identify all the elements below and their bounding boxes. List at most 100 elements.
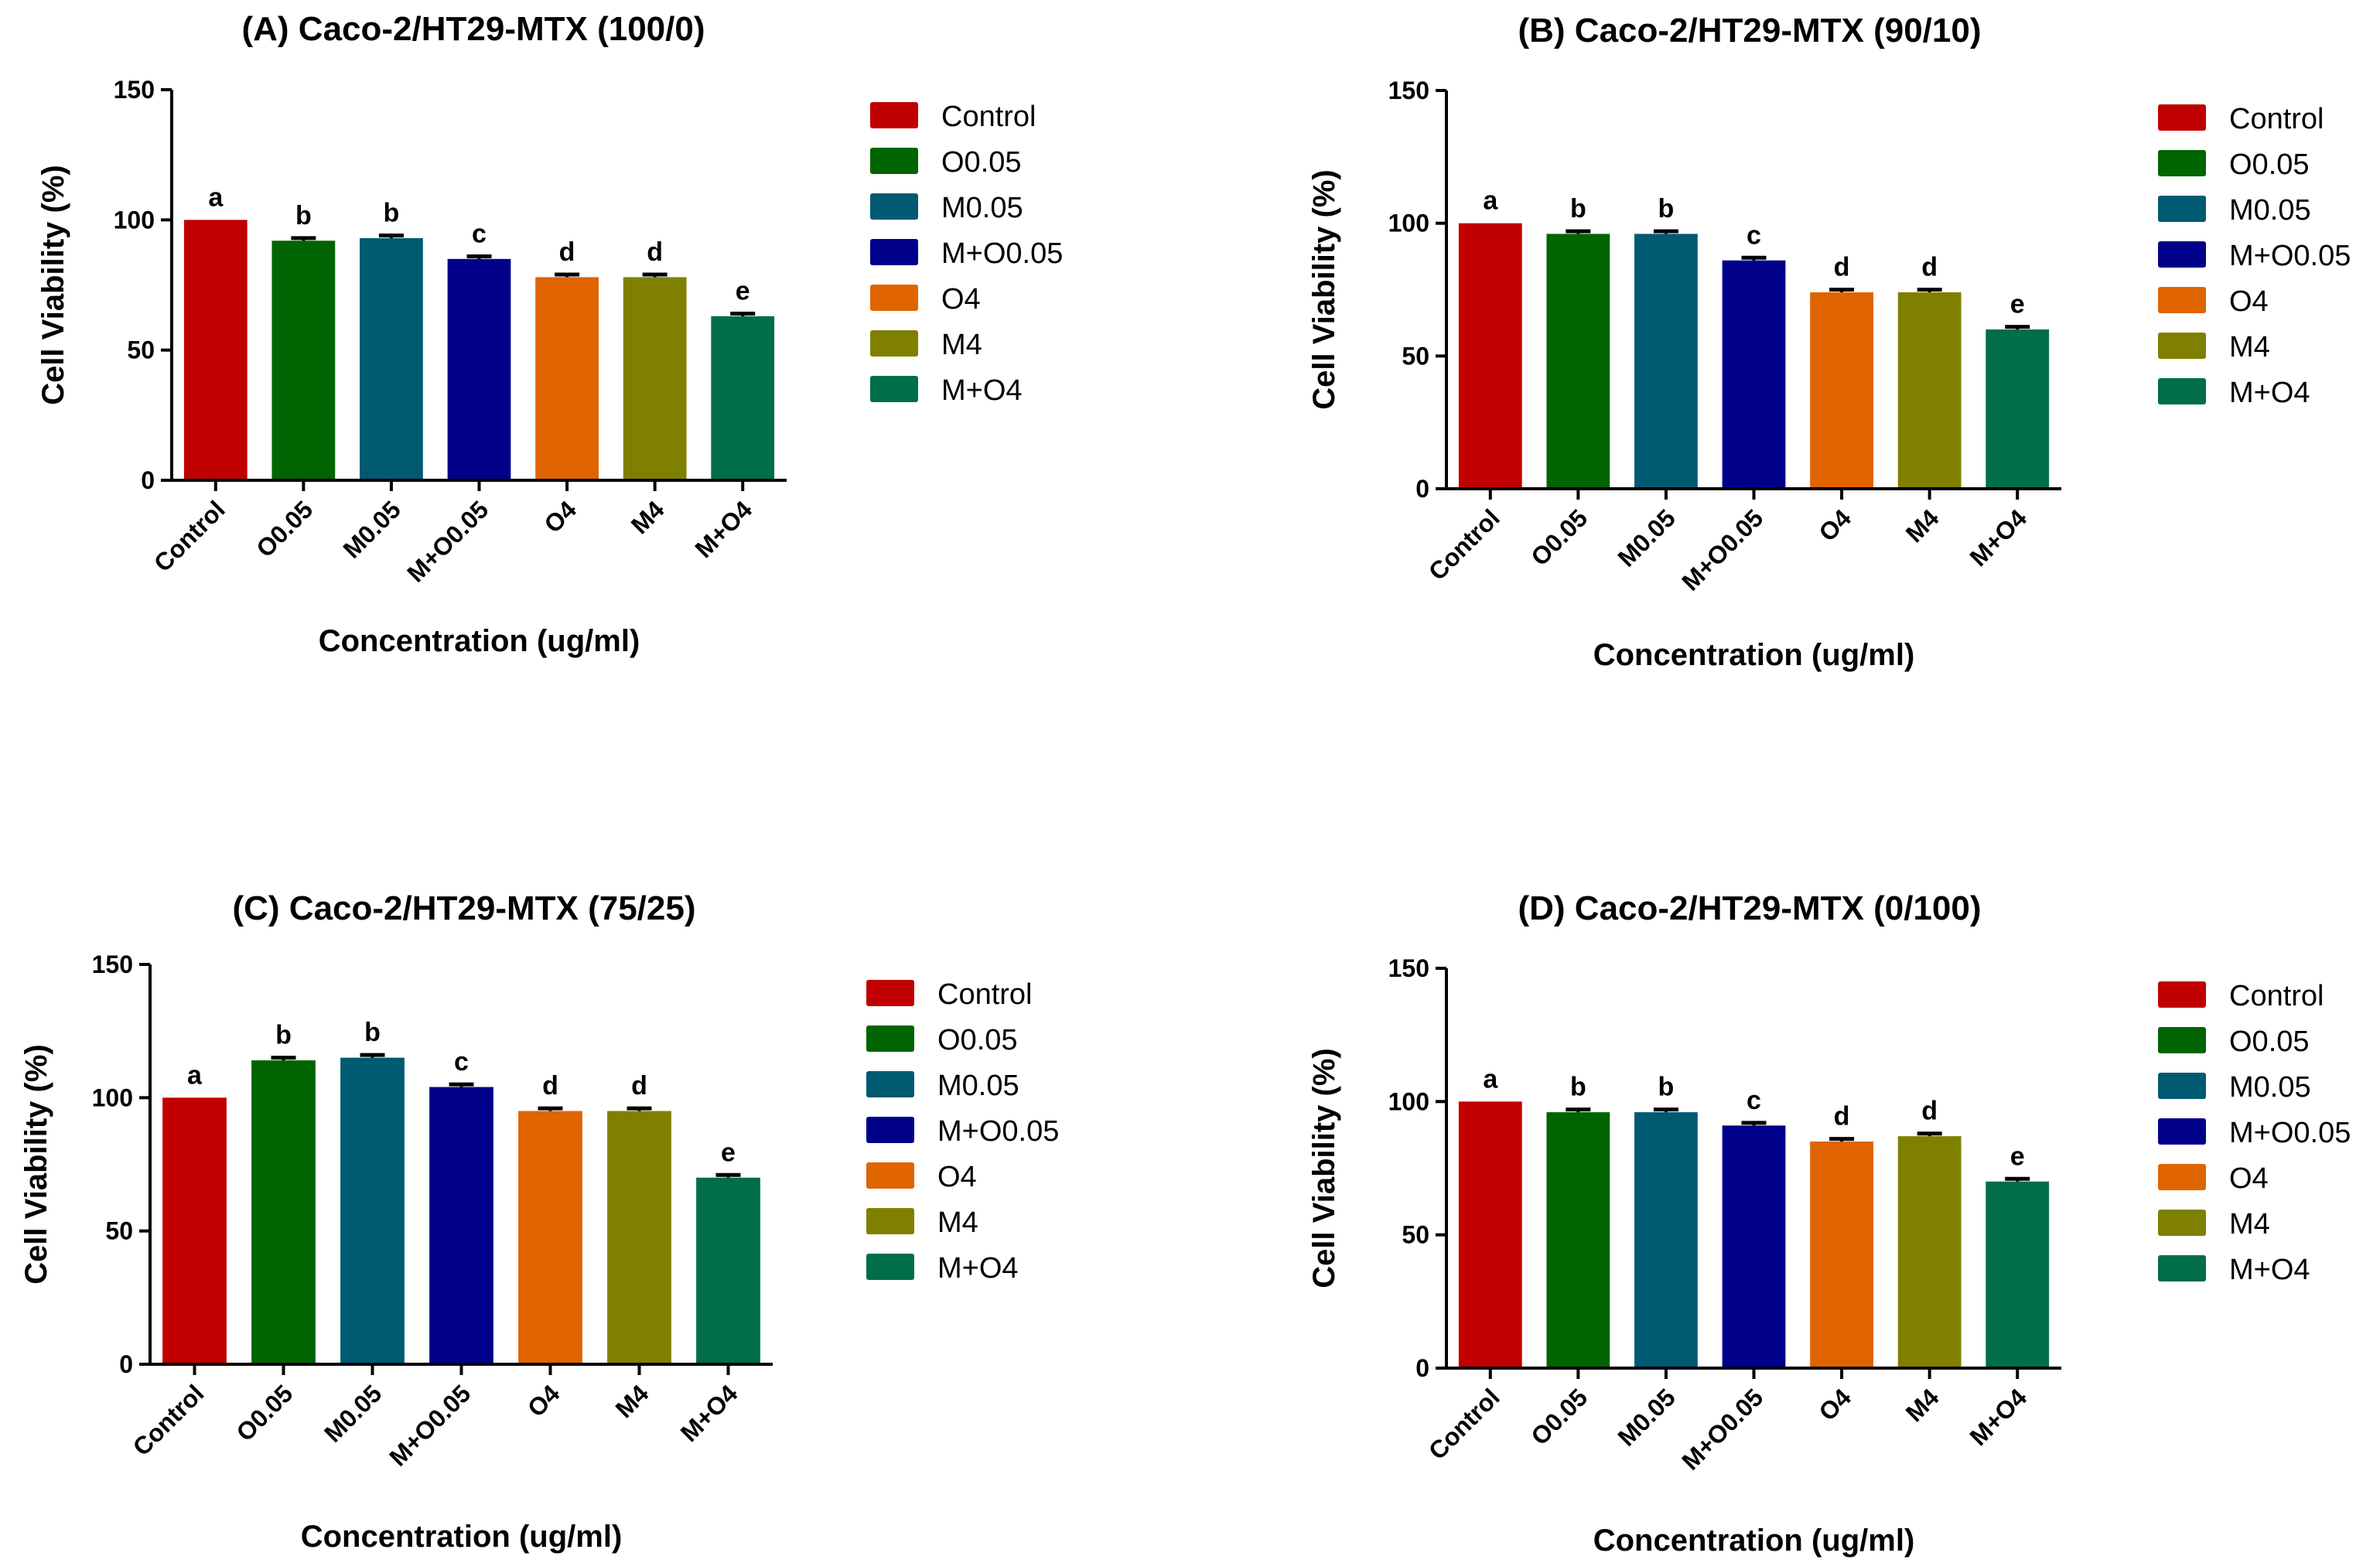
bar-control — [1458, 223, 1522, 489]
legend-swatch-m-o0-05 — [2158, 241, 2206, 268]
significance-label: d — [647, 237, 663, 267]
bar-m-o4 — [711, 316, 775, 480]
significance-label: d — [559, 237, 575, 267]
x-tick-label: O4 — [538, 495, 582, 538]
legend-label: O4 — [941, 283, 981, 316]
x-tick-label: O0.05 — [230, 1379, 298, 1446]
y-tick-label: 150 — [1388, 954, 1429, 982]
significance-label: d — [631, 1071, 647, 1101]
legend-swatch-o0-05 — [870, 148, 918, 174]
chart-panel-c: (C) Caco-2/HT29-MTX (75/25) a Control b O0.0… — [19, 889, 1059, 1554]
significance-label: b — [1658, 194, 1675, 224]
bar-control — [1458, 1101, 1522, 1368]
legend-label: M0.05 — [2229, 1071, 2311, 1104]
bar-m-o0-05 — [1722, 1125, 1786, 1368]
legend-label: M4 — [941, 329, 982, 361]
significance-label: c — [472, 219, 487, 248]
bar-o0-05 — [251, 1060, 316, 1364]
x-tick-label: Control — [128, 1379, 210, 1461]
significance-label: b — [295, 201, 312, 230]
x-tick-label: M+O0.05 — [1676, 503, 1768, 596]
y-tick-label: 100 — [1388, 1087, 1429, 1115]
bar-m4 — [1897, 1136, 1962, 1368]
bar-m-o4 — [1986, 329, 2050, 489]
significance-label: a — [1483, 186, 1498, 216]
legend: Control O0.05 M0.05 M+O0.05 O4 M4 M+O4 — [2158, 980, 2351, 1286]
x-tick-label: O0.05 — [1525, 1383, 1593, 1450]
legend-label: O0.05 — [2229, 148, 2310, 181]
significance-label: b — [1570, 1073, 1586, 1102]
legend-label: M+O4 — [2229, 1254, 2310, 1286]
significance-label: b — [384, 199, 400, 228]
legend-swatch-o0-05 — [866, 1026, 914, 1052]
bar-control — [162, 1097, 227, 1364]
bar-o4 — [1810, 1142, 1873, 1368]
legend-swatch-control — [2158, 104, 2206, 131]
legend-label: O0.05 — [941, 146, 1022, 179]
legend-swatch-o4 — [2158, 287, 2206, 313]
legend-swatch-m4 — [870, 330, 918, 357]
significance-label: c — [1747, 220, 1761, 250]
legend-label: M4 — [2229, 1208, 2270, 1241]
legend-swatch-m4 — [866, 1208, 914, 1234]
x-tick-label: M+O0.05 — [1676, 1383, 1768, 1475]
bar-o0-05 — [1546, 234, 1610, 489]
bar-m-o4 — [696, 1177, 760, 1364]
chart-title: (D) Caco-2/HT29-MTX (0/100) — [1518, 889, 1981, 927]
y-tick-label: 0 — [1415, 475, 1429, 503]
y-tick-label: 0 — [141, 466, 155, 494]
legend-label: M+O4 — [941, 374, 1023, 407]
significance-label: b — [1570, 194, 1586, 224]
significance-label: e — [736, 277, 750, 306]
y-tick-label: 100 — [92, 1084, 133, 1111]
legend: Control O0.05 M0.05 M+O0.05 O4 M4 M+O4 — [866, 978, 1059, 1285]
legend-swatch-o4 — [866, 1162, 914, 1189]
y-tick-label: 150 — [114, 76, 155, 104]
legend-swatch-m-o0-05 — [866, 1117, 914, 1143]
legend-swatch-o4 — [2158, 1164, 2206, 1190]
y-tick-label: 100 — [114, 206, 155, 234]
legend-label: O0.05 — [2229, 1026, 2310, 1058]
x-tick-label: Control — [1423, 1383, 1505, 1465]
x-tick-label: M+O4 — [675, 1379, 743, 1447]
significance-label: b — [364, 1018, 381, 1047]
legend-label: M0.05 — [2229, 194, 2311, 227]
y-tick-label: 150 — [1388, 77, 1429, 104]
x-tick-label: M4 — [1900, 1383, 1945, 1427]
significance-label: e — [2010, 1142, 2025, 1171]
legend-label: O4 — [2229, 1162, 2269, 1195]
bar-o0-05 — [1546, 1112, 1610, 1368]
legend-label: M+O0.05 — [937, 1115, 1059, 1148]
y-tick-label: 50 — [105, 1217, 133, 1245]
x-tick-label: M0.05 — [338, 495, 406, 563]
x-axis-title: Concentration (ug/ml) — [301, 1520, 623, 1554]
legend-swatch-m0-05 — [2158, 1073, 2206, 1099]
legend-label: M+O0.05 — [2229, 240, 2351, 272]
chart-panel-b: (B) Caco-2/HT29-MTX (90/10) a Control b O0.0… — [1307, 12, 2351, 672]
legend-label: O4 — [2229, 285, 2269, 318]
legend-swatch-m-o4 — [870, 376, 918, 402]
legend-swatch-m0-05 — [870, 193, 918, 220]
y-tick-label: 0 — [1415, 1354, 1429, 1382]
legend-swatch-m4 — [2158, 1210, 2206, 1236]
bar-o4 — [518, 1111, 582, 1364]
legend-label: Control — [2229, 103, 2324, 135]
x-tick-label: M+O4 — [689, 495, 757, 563]
x-tick-label: Control — [1423, 503, 1505, 585]
chart-title: (A) Caco-2/HT29-MTX (100/0) — [241, 10, 705, 48]
chart-panel-d: (D) Caco-2/HT29-MTX (0/100) a Control b O0.0… — [1307, 889, 2351, 1558]
x-axis-title: Concentration (ug/ml) — [319, 624, 640, 658]
significance-label: c — [1747, 1086, 1761, 1115]
legend-label: Control — [2229, 980, 2324, 1012]
chart-title: (C) Caco-2/HT29-MTX (75/25) — [232, 889, 695, 927]
legend: Control O0.05 M0.05 M+O0.05 O4 M4 M+O4 — [2158, 103, 2351, 409]
bar-m-o0-05 — [447, 258, 511, 480]
y-tick-label: 50 — [1402, 342, 1429, 370]
x-tick-label: O4 — [1813, 503, 1856, 547]
y-axis-title: Cell Viability (%) — [19, 1044, 53, 1284]
x-tick-label: M+O4 — [1964, 503, 2032, 572]
significance-label: d — [1834, 1102, 1850, 1131]
x-tick-label: Control — [149, 495, 230, 577]
legend-label: O4 — [937, 1161, 977, 1193]
